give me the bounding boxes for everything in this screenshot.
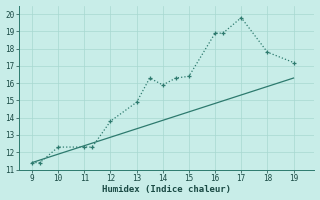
X-axis label: Humidex (Indice chaleur): Humidex (Indice chaleur) bbox=[102, 185, 231, 194]
